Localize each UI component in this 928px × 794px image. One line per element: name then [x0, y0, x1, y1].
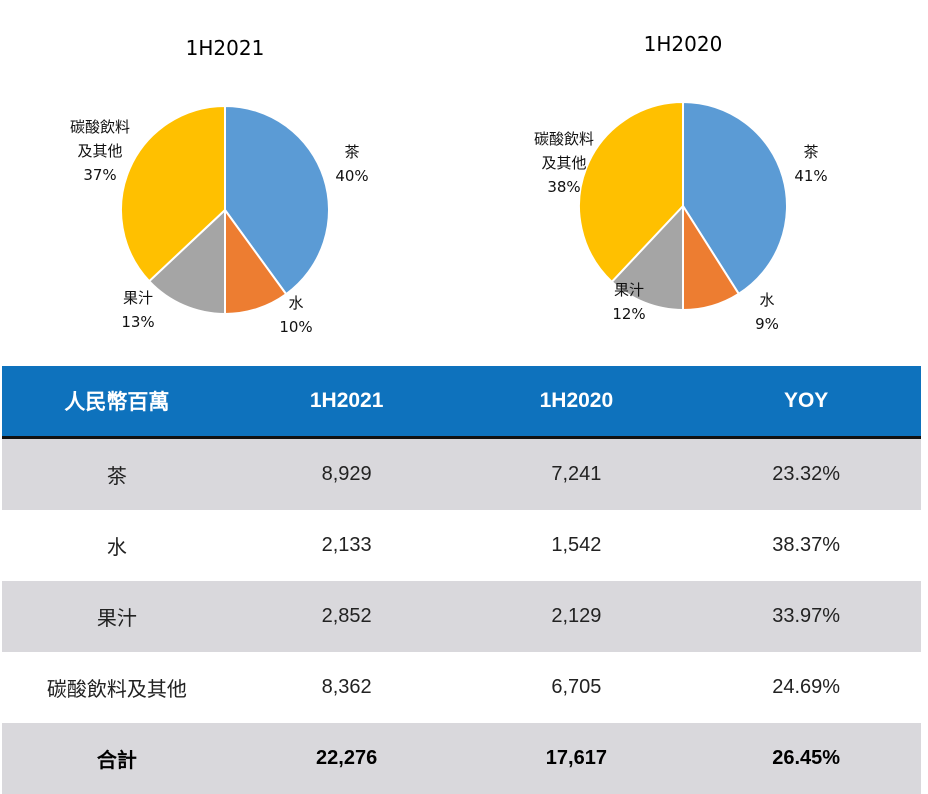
cell-yoy: 24.69% — [772, 676, 841, 698]
cell-yoy: 23.32% — [691, 437, 921, 510]
cell-yoy: 33.97% — [691, 581, 921, 652]
pie-charts-area: 1H2021 茶 40% 水 10% 果汁 13% 碳酸飲料及其他 37% 1H2020 茶 41% 水… — [0, 0, 928, 366]
pie-title: 1H2020 — [644, 32, 723, 56]
pie-slice-label: 水 9% — [755, 291, 779, 333]
cell-1h2021: 8,362 — [321, 676, 372, 698]
header-unit: 人民幣百萬 — [2, 366, 232, 439]
table-row: 茶 8,929 7,241 23.32% — [2, 437, 921, 510]
cell-1h2020: 7,241 — [461, 437, 692, 510]
cell-1h2020: 2,129 — [461, 581, 692, 652]
cell-1h2020: 17,617 — [461, 723, 692, 794]
table-row: 碳酸飲料及其他 8,362 6,705 24.69% — [2, 652, 921, 723]
cell-1h2020: 1,542 — [551, 534, 602, 556]
cell-1h2021: 22,276 — [231, 723, 462, 794]
pie-title: 1H2021 — [186, 36, 265, 60]
table-row: 果汁 2,852 2,129 33.97% — [2, 581, 921, 652]
pie-charts-svg: 1H2021 茶 40% 水 10% 果汁 13% 碳酸飲料及其他 37% 1H2020 茶 41% 水… — [70, 32, 828, 336]
cell-1h2020: 6,705 — [551, 676, 602, 698]
pie-slice-label: 果汁 12% — [612, 281, 645, 323]
row-label: 茶 — [2, 437, 232, 510]
row-label: 合計 — [2, 723, 232, 794]
pie-slice — [120, 104, 226, 283]
pie-slice-label: 果汁 13% — [121, 289, 154, 331]
row-label: 水 — [106, 537, 127, 559]
pie-slice — [610, 203, 684, 312]
pie-slice-label: 水 10% — [279, 294, 312, 336]
header-1h2020: 1H2020 — [461, 366, 692, 439]
pie-slice-label: 碳酸飲料及其他 37% — [70, 118, 130, 184]
row-label: 碳酸飲料及其他 — [46, 679, 187, 701]
pie-slice — [147, 207, 226, 316]
pie-slice-label: 碳酸飲料及其他 38% — [534, 130, 594, 196]
row-label: 果汁 — [2, 581, 232, 652]
pie-slice — [224, 104, 330, 296]
cell-1h2021: 2,133 — [321, 534, 372, 556]
cell-1h2021: 8,929 — [231, 437, 462, 510]
pie-slice — [578, 100, 684, 284]
header-yoy: YOY — [691, 366, 921, 439]
table-total-row: 合計 22,276 17,617 26.45% — [2, 723, 921, 794]
cell-yoy: 38.37% — [772, 534, 841, 556]
revenue-table: 人民幣百萬 1H2021 1H2020 YOY 茶 8,929 7,241 23… — [2, 366, 921, 794]
cell-1h2021: 2,852 — [231, 581, 462, 652]
pie-slice-label: 茶 41% — [794, 143, 827, 185]
cell-yoy: 26.45% — [691, 723, 921, 794]
table-row: 水 2,133 1,542 38.37% — [2, 510, 921, 581]
pie-slice-label: 茶 40% — [335, 143, 368, 185]
header-1h2021: 1H2021 — [231, 366, 462, 439]
table-header-row: 人民幣百萬 1H2021 1H2020 YOY — [2, 366, 921, 439]
